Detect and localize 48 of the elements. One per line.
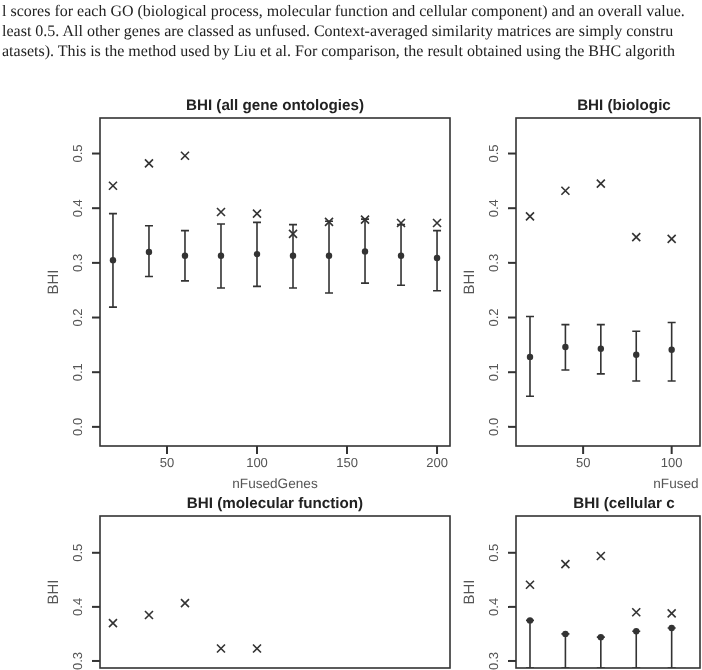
point (325, 252, 333, 259)
point (324, 217, 334, 227)
point (560, 559, 571, 569)
point (252, 208, 262, 219)
point (288, 229, 298, 239)
point (560, 185, 571, 196)
point (181, 252, 189, 259)
point (631, 232, 642, 242)
point (633, 628, 640, 635)
point (596, 551, 606, 561)
point (668, 346, 675, 353)
point (216, 643, 226, 654)
point (216, 207, 226, 217)
point (633, 351, 640, 358)
point (180, 150, 190, 161)
point (666, 608, 677, 619)
point (289, 252, 297, 259)
point (668, 624, 675, 632)
point (432, 218, 442, 228)
point (108, 180, 118, 191)
point (597, 633, 605, 641)
text: l scores for each GO (biological process, molecular function and cellular component) and an overall value. (2, 2, 685, 20)
point (631, 607, 642, 618)
point (397, 252, 405, 259)
point (361, 248, 369, 255)
point (525, 211, 535, 222)
point (360, 214, 370, 225)
point (526, 617, 534, 624)
point (666, 234, 677, 244)
point (109, 256, 117, 264)
point (144, 158, 154, 169)
point (180, 598, 190, 608)
text: least 0.5. All other genes are classed as unfused. Context-averaged similarity matrices are simply constru (2, 22, 674, 40)
point (562, 630, 569, 638)
point (252, 643, 262, 654)
point (144, 610, 154, 620)
point (596, 178, 606, 189)
text: atasets). This is the method used by Liu et al. For comparison, the result obtained using the BHC algorith (2, 42, 675, 60)
point (433, 254, 441, 262)
point (525, 579, 535, 590)
point (562, 343, 569, 351)
point (396, 218, 406, 228)
point (526, 353, 534, 361)
point (597, 345, 605, 352)
point (253, 250, 261, 258)
point (217, 252, 225, 259)
point (108, 618, 118, 628)
point (145, 248, 153, 256)
